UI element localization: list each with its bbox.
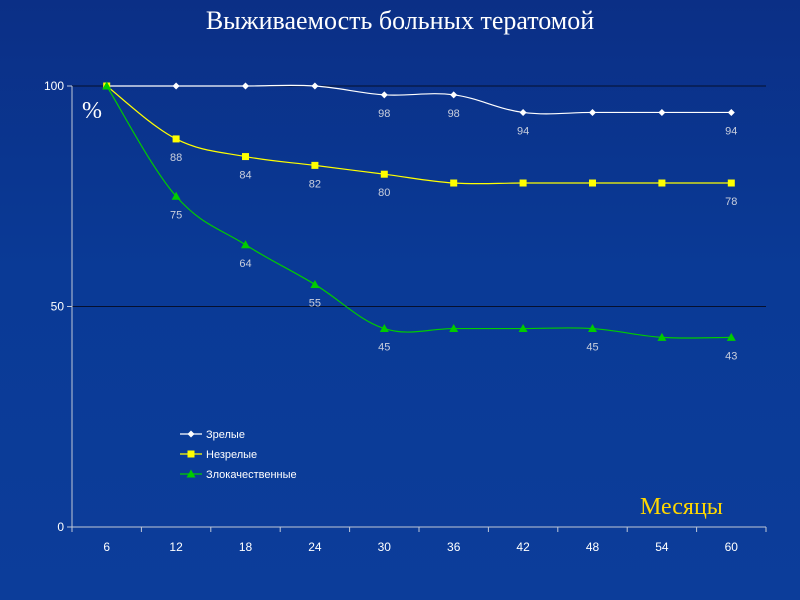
data-point <box>519 108 527 116</box>
data-label: 78 <box>725 196 737 208</box>
legend: Зрелые Незрелые Злокачественные <box>180 429 297 481</box>
y-tick-label: 50 <box>51 300 65 314</box>
legend-marker <box>187 450 195 458</box>
data-label: 80 <box>378 187 390 199</box>
series-group <box>102 81 736 341</box>
series-triangle <box>102 81 736 341</box>
data-point <box>518 324 528 333</box>
data-point <box>519 179 527 187</box>
series-diamond <box>103 82 735 116</box>
series-line <box>106 85 732 185</box>
data-point <box>449 324 459 333</box>
legend-marker <box>186 469 196 478</box>
data-label: 94 <box>725 125 737 137</box>
data-label: 84 <box>239 170 251 182</box>
data-label: 45 <box>586 342 598 354</box>
x-tick-label: 54 <box>655 540 669 554</box>
x-tick-label: 18 <box>239 540 253 554</box>
data-label: 64 <box>239 258 251 270</box>
legend-entry: Злокачественные <box>180 469 297 481</box>
data-label: 75 <box>170 209 182 221</box>
x-axis-unit-label: Месяцы <box>640 494 723 520</box>
data-point <box>379 324 389 333</box>
data-point <box>658 179 666 187</box>
data-point <box>311 82 319 90</box>
data-point <box>727 179 735 187</box>
legend-entry: Зрелые <box>180 429 245 441</box>
data-label: 98 <box>378 108 390 120</box>
series-square <box>103 82 735 187</box>
legend-marker <box>187 430 195 438</box>
x-tick-label: 30 <box>378 540 392 554</box>
data-point <box>727 108 735 116</box>
series-line <box>106 85 732 339</box>
data-point <box>171 191 181 200</box>
data-point <box>310 279 320 288</box>
data-label: 82 <box>309 178 321 190</box>
y-tick-label: 0 <box>57 520 64 534</box>
data-point <box>658 108 666 116</box>
axes: 0 50 100 6 12 18 24 30 36 42 48 54 60 <box>44 79 767 554</box>
legend-entry: Незрелые <box>180 449 257 461</box>
x-tick-label: 12 <box>169 540 183 554</box>
x-tick-label: 24 <box>308 540 322 554</box>
data-point <box>311 161 319 169</box>
data-label: 98 <box>448 108 460 120</box>
data-label: 88 <box>170 152 182 164</box>
data-point <box>380 91 388 99</box>
x-tick-label: 60 <box>725 540 739 554</box>
data-point <box>241 240 250 249</box>
data-point <box>589 179 596 187</box>
series-line <box>106 84 732 115</box>
data-point <box>450 179 458 187</box>
data-point <box>380 170 388 178</box>
x-tick-label: 6 <box>103 540 110 554</box>
data-label: 55 <box>309 297 321 309</box>
y-tick-label: 100 <box>44 79 64 93</box>
chart-title: Выживаемость больных тератомой <box>205 6 595 35</box>
data-point <box>242 153 249 161</box>
data-label: 45 <box>378 342 390 354</box>
data-point <box>450 91 458 99</box>
data-point <box>172 82 180 90</box>
data-point <box>102 81 112 90</box>
legend-label: Зрелые <box>206 429 245 441</box>
data-point <box>657 332 667 341</box>
x-tick-label: 48 <box>586 540 600 554</box>
y-axis-unit-label: % <box>82 98 102 124</box>
data-point <box>726 332 736 341</box>
data-label: 94 <box>517 125 529 137</box>
data-label: 43 <box>725 350 737 362</box>
data-point <box>242 82 249 90</box>
legend-label: Незрелые <box>206 449 257 461</box>
x-tick-label: 42 <box>516 540 530 554</box>
x-tick-label: 36 <box>447 540 461 554</box>
data-labels: 98 98 94 94 88 84 82 80 78 75 64 55 45 45 43 <box>170 108 737 363</box>
data-point <box>172 135 180 143</box>
data-point <box>588 324 597 333</box>
data-point <box>589 108 596 116</box>
legend-label: Злокачественные <box>206 469 297 481</box>
